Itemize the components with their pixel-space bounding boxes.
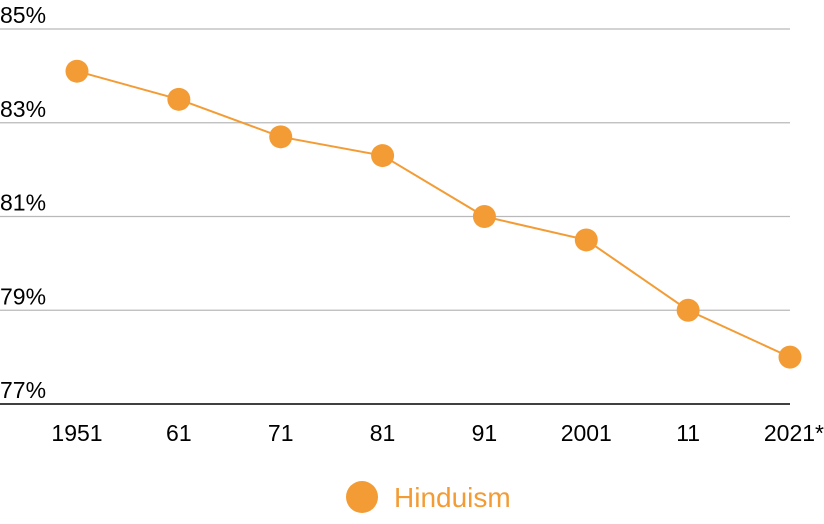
x-tick-label: 71 xyxy=(268,420,294,446)
data-point xyxy=(676,298,700,322)
data-point xyxy=(472,205,496,228)
y-tick-label: 85% xyxy=(0,2,46,28)
x-axis-tick-labels: 1951 61 71 81 91 2001 11 2021* xyxy=(51,420,824,446)
series-hinduism xyxy=(65,59,802,369)
y-axis-tick-labels: 77% 79% 81% 83% 85% xyxy=(0,2,46,403)
y-tick-label: 79% xyxy=(0,283,46,309)
x-tick-label: 2001 xyxy=(561,420,612,446)
data-point xyxy=(65,59,89,83)
x-tick-label: 81 xyxy=(370,420,396,446)
data-point xyxy=(574,228,598,252)
y-tick-label: 77% xyxy=(0,377,46,403)
y-tick-label: 83% xyxy=(0,96,46,122)
x-tick-label: 2021* xyxy=(764,420,824,446)
legend: Hinduism xyxy=(346,481,511,513)
gridlines xyxy=(0,28,790,405)
x-tick-label: 61 xyxy=(166,420,192,446)
data-point xyxy=(778,345,802,369)
y-tick-label: 81% xyxy=(0,190,46,216)
legend-swatch-hinduism xyxy=(346,481,378,513)
x-tick-label: 11 xyxy=(676,420,700,446)
data-point xyxy=(269,125,293,149)
x-tick-label: 1951 xyxy=(51,420,102,446)
data-point xyxy=(167,87,191,111)
series-line xyxy=(76,70,791,359)
x-tick-label: 91 xyxy=(472,420,498,446)
legend-label-hinduism: Hinduism xyxy=(394,482,511,513)
data-point xyxy=(371,144,395,168)
